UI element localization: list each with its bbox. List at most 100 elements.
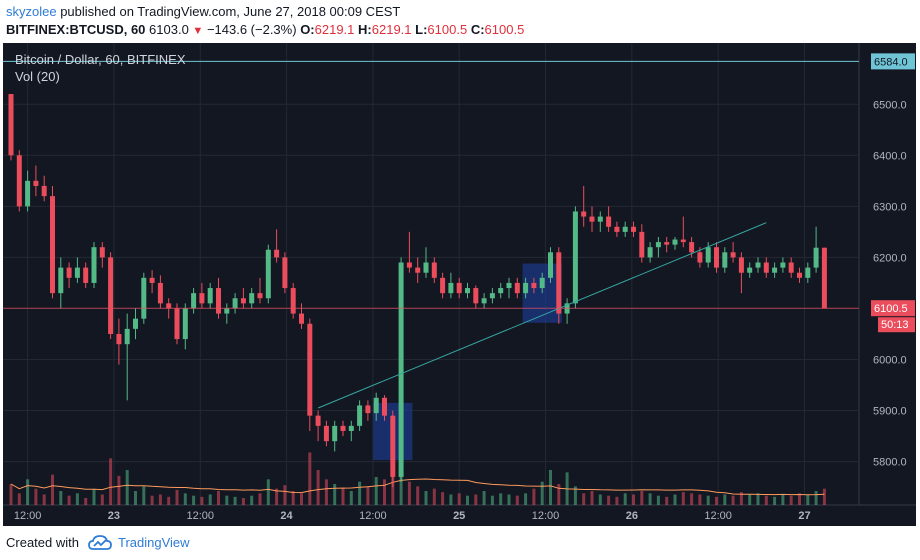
volume-bar bbox=[549, 470, 552, 505]
volume-bar bbox=[125, 470, 129, 505]
volume-bar bbox=[449, 494, 453, 505]
volume-bar bbox=[781, 494, 785, 505]
price-tick-label: 6200.0 bbox=[873, 252, 907, 264]
volume-bar bbox=[134, 491, 137, 505]
time-tick-label: 12:00 bbox=[704, 510, 732, 522]
chart-legend: Bitcoin / Dollar, 60, BITFINEX Vol (20) bbox=[15, 51, 186, 85]
candle-body bbox=[722, 252, 728, 268]
volume-bar bbox=[731, 495, 735, 505]
candle-body bbox=[340, 425, 346, 431]
chart-panel[interactable]: 5800.05900.06000.06100.06200.06300.06400… bbox=[3, 43, 916, 526]
candle-body bbox=[440, 277, 446, 294]
candle-body bbox=[216, 288, 221, 314]
volume-bar bbox=[383, 479, 386, 505]
candle-body bbox=[348, 425, 354, 431]
publish-header: skyzolee published on TradingView.com, J… bbox=[0, 0, 920, 40]
volume-bar bbox=[690, 493, 694, 505]
candle-body bbox=[473, 288, 479, 304]
volume-bar bbox=[324, 479, 328, 505]
volume-bar bbox=[225, 495, 229, 505]
volume-bar bbox=[142, 486, 146, 505]
candle-body bbox=[240, 298, 246, 304]
last-price: 6103.0 bbox=[149, 22, 189, 37]
candle-body bbox=[157, 282, 163, 304]
candle-body bbox=[465, 288, 470, 294]
volume-bar bbox=[34, 488, 38, 505]
candle-body bbox=[531, 282, 537, 289]
volume-bar bbox=[275, 488, 279, 505]
volume-bar bbox=[540, 481, 544, 505]
volume-bar bbox=[789, 495, 793, 505]
time-tick-label: 12:00 bbox=[359, 510, 387, 522]
candle-body bbox=[523, 282, 529, 294]
volume-bar bbox=[673, 494, 677, 505]
tradingview-link[interactable]: TradingView bbox=[118, 535, 190, 550]
last-price-label-text: 6100.5 bbox=[874, 303, 908, 315]
volume-bar bbox=[266, 479, 270, 505]
candle-body bbox=[448, 282, 454, 294]
candle-body bbox=[224, 308, 230, 314]
volume-bar bbox=[366, 486, 370, 505]
volume-bar bbox=[92, 488, 96, 505]
candle-body bbox=[282, 257, 288, 289]
volume-bar bbox=[100, 494, 104, 505]
candle-body bbox=[423, 262, 429, 273]
candle-body bbox=[365, 405, 371, 414]
low-label: L: bbox=[415, 22, 428, 37]
candle-body bbox=[755, 262, 761, 268]
volume-bar bbox=[358, 481, 362, 505]
volume-bar bbox=[582, 493, 586, 505]
volume-bar bbox=[250, 495, 254, 505]
volume-bar bbox=[51, 474, 54, 505]
candle-body bbox=[323, 425, 329, 442]
level-label-text: 6584.0 bbox=[874, 56, 908, 68]
candle-body bbox=[382, 397, 387, 416]
volume-indicator-label[interactable]: Vol (20) bbox=[15, 69, 60, 84]
volume-bar bbox=[632, 494, 635, 505]
published-text: published on TradingView.com, June 27, 2… bbox=[60, 4, 401, 19]
price-tick-label: 5800.0 bbox=[873, 457, 907, 469]
candlestick-chart[interactable]: 5800.05900.06000.06100.06200.06300.06400… bbox=[3, 43, 916, 526]
author-link[interactable]: skyzolee bbox=[6, 4, 57, 19]
volume-bar bbox=[233, 496, 237, 505]
candle-body bbox=[514, 282, 520, 294]
volume-bar bbox=[665, 496, 669, 505]
volume-bar bbox=[150, 495, 154, 505]
volume-bar bbox=[590, 491, 594, 505]
volume-bar bbox=[466, 495, 469, 505]
volume-bar bbox=[706, 495, 710, 505]
candle-body bbox=[357, 405, 363, 426]
candle-body bbox=[141, 277, 147, 319]
candle-body bbox=[390, 415, 396, 477]
high-value: 6219.1 bbox=[371, 22, 412, 37]
volume-bar bbox=[399, 460, 403, 505]
candle-body bbox=[66, 267, 72, 278]
candle-body bbox=[16, 155, 22, 207]
candle-body bbox=[813, 247, 819, 268]
volume-bar bbox=[258, 493, 262, 505]
candle-body bbox=[41, 185, 47, 197]
candle-body bbox=[191, 293, 197, 309]
candle-body bbox=[606, 216, 612, 227]
candle-body bbox=[780, 262, 786, 268]
candle-body bbox=[8, 94, 14, 156]
candle-body bbox=[489, 293, 495, 299]
volume-bar bbox=[291, 491, 295, 505]
candle-body bbox=[805, 267, 811, 278]
volume-bar bbox=[532, 488, 536, 505]
volume-bar bbox=[656, 495, 660, 505]
volume-bar bbox=[333, 484, 337, 505]
candle-body bbox=[99, 247, 105, 258]
candle-body bbox=[83, 267, 89, 283]
candle-body bbox=[249, 293, 255, 304]
volume-bar bbox=[822, 488, 826, 505]
volume-bar bbox=[607, 495, 611, 505]
volume-bar bbox=[557, 484, 561, 505]
volume-bar bbox=[773, 496, 777, 505]
candle-body bbox=[797, 272, 802, 278]
low-value: 6100.5 bbox=[427, 22, 468, 37]
price-change: −143.6 (−2.3%) bbox=[206, 22, 297, 37]
price-axis-panel bbox=[859, 43, 916, 526]
volume-bar bbox=[17, 493, 21, 505]
candle-body bbox=[33, 180, 39, 186]
